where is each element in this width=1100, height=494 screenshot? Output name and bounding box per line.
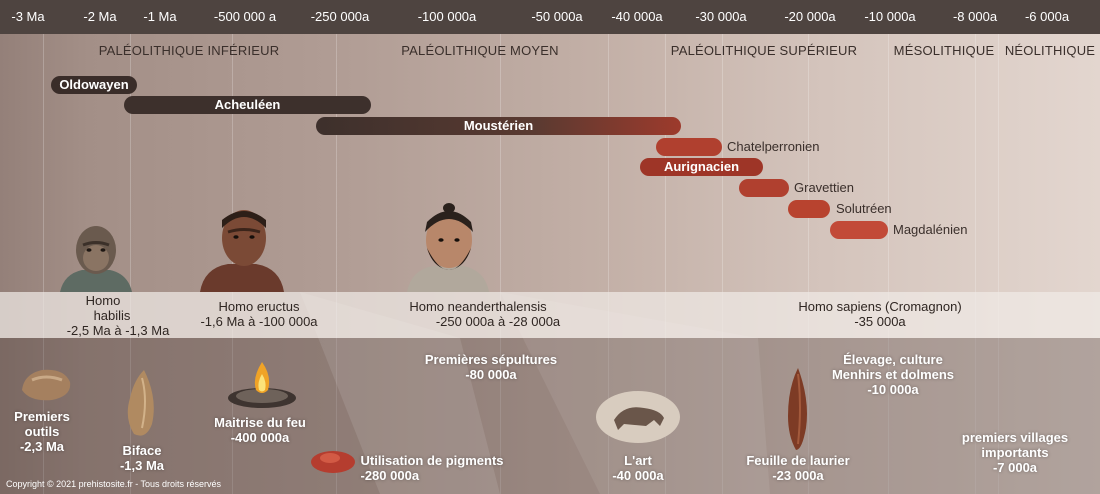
- event-label-pigments: Utilisation de pigments -280 000a: [360, 453, 503, 483]
- hominid-dates: -2,5 Ma à -1,3 Ma: [66, 323, 170, 338]
- events-area: [0, 338, 1100, 494]
- period-label: NÉOLITHIQUE: [1004, 43, 1096, 58]
- culture-bar-solutreen: [788, 200, 830, 218]
- period-label: MÉSOLITHIQUE: [893, 43, 995, 58]
- gridline: [500, 34, 501, 494]
- gridline: [665, 34, 666, 494]
- event-title: Premières sépultures: [424, 352, 558, 367]
- culture-label-chatelperronien: Chatelperronien: [727, 139, 820, 154]
- hominid-name: Homo eructus: [218, 299, 300, 314]
- event-title-line2: importants: [981, 445, 1049, 460]
- gridline: [975, 34, 976, 494]
- hominid-label-erectus: Homo eructus -1,6 Ma à -100 000a: [200, 299, 317, 329]
- hominid-name-line1: Homo: [85, 293, 121, 308]
- event-date: -80 000a: [465, 367, 517, 382]
- hominid-label-neanderthalensis: Homo neanderthalensis -250 000a à -28 00…: [396, 299, 560, 329]
- period-label: PALÉOLITHIQUE MOYEN: [401, 43, 559, 58]
- gridline: [722, 34, 723, 494]
- event-label-art: L'art -40 000a: [612, 453, 663, 483]
- hominid-label-habilis: Homo habilis -2,5 Ma à -1,3 Ma: [37, 293, 170, 338]
- pebble-tool-icon: [22, 369, 71, 401]
- event-date: -1,3 Ma: [119, 458, 165, 473]
- event-label-biface: Biface -1,3 Ma: [120, 443, 164, 473]
- axis-tick: -50 000a: [531, 9, 583, 24]
- gridline: [336, 34, 337, 494]
- event-date: -40 000a: [612, 468, 664, 483]
- axis-tick: -100 000a: [417, 9, 477, 24]
- axis-tick: -500 000 a: [213, 9, 277, 24]
- axis-tick: -8 000a: [952, 9, 998, 24]
- hominid-label-sapiens: Homo sapiens (Cromagnon) -35 000a: [798, 299, 961, 329]
- fire-icon: [228, 362, 296, 408]
- homo-erectus-portrait: [200, 210, 284, 292]
- gridline: [888, 34, 889, 494]
- culture-bar-chatelperronien: [656, 138, 722, 156]
- cave-art-icon: [596, 391, 680, 443]
- culture-bar-acheuleen: Acheuléen: [124, 96, 371, 114]
- hominid-dates: -35 000a: [854, 314, 906, 329]
- culture-label-magdalenien: Magdalénien: [893, 222, 968, 237]
- event-date: -400 000a: [230, 430, 290, 445]
- event-date: -10 000a: [867, 382, 919, 397]
- axis-tick: -20 000a: [784, 9, 836, 24]
- homo-habilis-portrait: [60, 226, 132, 292]
- gridline: [43, 34, 44, 494]
- period-label: PALÉOLITHIQUE INFÉRIEUR: [98, 43, 280, 58]
- event-date: -2,3 Ma: [19, 439, 65, 454]
- event-title: Premiers: [14, 409, 70, 424]
- event-title: premiers villages: [961, 430, 1069, 445]
- hominid-name: Homo sapiens (Cromagnon): [798, 299, 962, 314]
- hominid-name: Homo neanderthalensis: [409, 299, 547, 314]
- biface-icon: [127, 370, 154, 436]
- axis-tick: -3 Ma: [11, 9, 45, 24]
- pigment-icon: [311, 451, 355, 473]
- culture-bar-aurignacien: Aurignacien: [640, 158, 763, 176]
- event-title: Utilisation de pigments: [360, 453, 504, 468]
- event-label-farming: Élevage, culture Menhirs et dolmens -10 …: [832, 352, 954, 397]
- culture-bar-mousterien: Moustérien: [316, 117, 681, 135]
- axis-tick: -2 Ma: [83, 9, 117, 24]
- culture-label-solutreen: Solutréen: [836, 201, 892, 216]
- copyright-notice: Copyright © 2021 prehistosite.fr - Tous …: [6, 479, 222, 489]
- culture-bar-magdalenien: [830, 221, 888, 239]
- period-label: PALÉOLITHIQUE SUPÉRIEUR: [670, 43, 858, 58]
- time-axis-bar: -3 Ma -2 Ma -1 Ma -500 000 a -250 000a -…: [0, 0, 1100, 34]
- axis-tick: -10 000a: [864, 9, 916, 24]
- event-date: -23 000a: [772, 468, 824, 483]
- culture-bar-gravettien: [739, 179, 789, 197]
- event-title: Élevage, culture: [843, 352, 943, 367]
- event-label-first-tools: Premiers outils -2,3 Ma: [14, 409, 70, 454]
- gridline: [998, 34, 999, 494]
- event-label-burials: Premières sépultures -80 000a: [425, 352, 557, 382]
- event-title: Maitrise du feu: [214, 415, 306, 430]
- culture-label-gravettien: Gravettien: [794, 180, 854, 195]
- event-title: L'art: [624, 453, 652, 468]
- event-title-line2: Menhirs et dolmens: [831, 367, 955, 382]
- laurel-leaf-icon: [788, 368, 807, 450]
- event-label-fire: Maitrise du feu -400 000a: [214, 415, 306, 445]
- axis-tick: -1 Ma: [143, 9, 177, 24]
- axis-tick: -6 000a: [1024, 9, 1070, 24]
- event-label-laurel-leaf: Feuille de laurier -23 000a: [746, 453, 849, 483]
- event-date: -7 000a: [992, 460, 1038, 475]
- gridline: [608, 34, 609, 494]
- hominid-band: [0, 292, 1100, 338]
- culture-bar-oldowayen: Oldowayen: [51, 76, 137, 94]
- hominid-dates: -1,6 Ma à -100 000a: [200, 314, 318, 329]
- axis-tick: -250 000a: [310, 9, 370, 24]
- axis-tick: -30 000a: [695, 9, 747, 24]
- gridline: [808, 34, 809, 494]
- homo-neanderthalensis-portrait: [407, 203, 489, 292]
- hominid-name-line2: habilis: [93, 308, 131, 323]
- event-title: Biface: [122, 443, 162, 458]
- event-date: -280 000a: [360, 468, 420, 483]
- event-title-line2: outils: [24, 424, 60, 439]
- hominid-dates: -250 000a à -28 000a: [435, 314, 561, 329]
- event-title: Feuille de laurier: [746, 453, 850, 468]
- event-label-villages: premiers villages importants -7 000a: [962, 430, 1068, 475]
- axis-tick: -40 000a: [611, 9, 663, 24]
- gridline: [130, 34, 131, 494]
